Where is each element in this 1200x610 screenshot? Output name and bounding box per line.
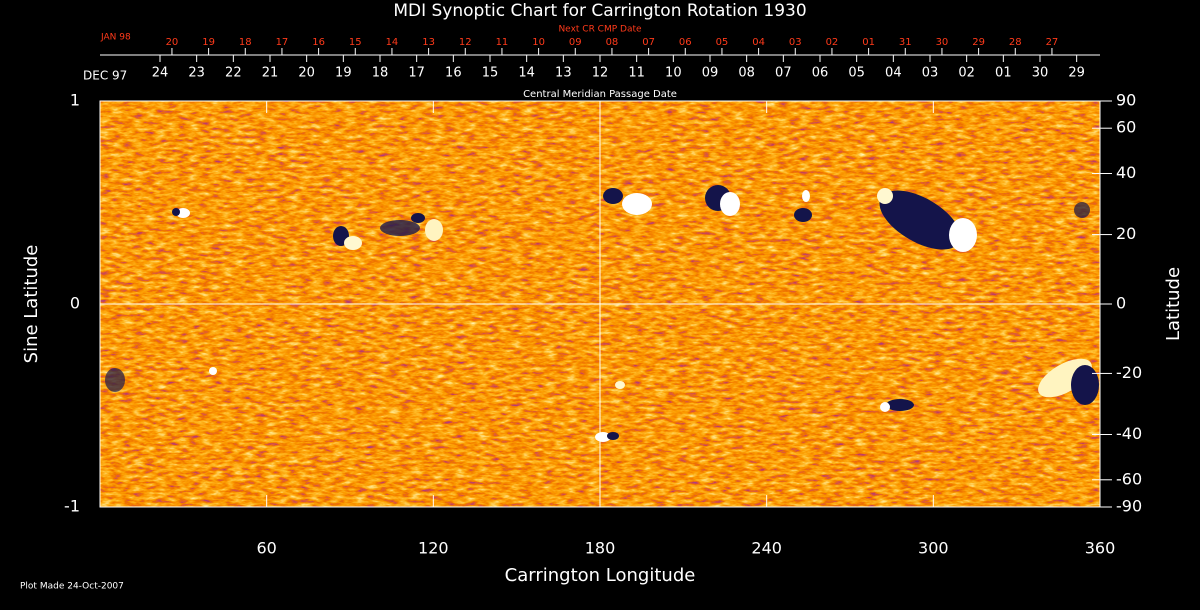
y2-tick-label: 40 — [1116, 163, 1136, 182]
top-tick-label: 16 — [312, 37, 325, 48]
top-tick-label: 09 — [702, 66, 719, 81]
y2-tick-label: -60 — [1116, 469, 1142, 488]
top-tick-label: 29 — [972, 37, 985, 48]
top-tick-label: 11 — [628, 66, 645, 81]
top-tick-label: 05 — [716, 37, 729, 48]
top-tick-label: 15 — [482, 66, 499, 81]
top-tick-label: 08 — [738, 66, 755, 81]
y-tick-label: 0 — [70, 294, 80, 313]
top-tick-label: 12 — [592, 66, 609, 81]
top-tick-label: 30 — [936, 37, 949, 48]
top-tick-label: 19 — [202, 37, 215, 48]
footnote: Plot Made 24-Oct-2007 — [20, 582, 124, 592]
top-tick-label: 05 — [848, 66, 865, 81]
y2-tick-label: 90 — [1116, 91, 1136, 110]
top-tick-label: 20 — [298, 66, 315, 81]
top-tick-label: 17 — [408, 66, 425, 81]
y-axis-title: Sine Latitude — [21, 245, 42, 364]
top-tick-label: 07 — [775, 66, 792, 81]
x-axis-title: Carrington Longitude — [505, 565, 696, 586]
top-tick-label: 14 — [386, 37, 399, 48]
top-tick-label: 07 — [642, 37, 655, 48]
top-axis-label: Central Meridian Passage Date — [523, 89, 677, 100]
top-tick-label: 15 — [349, 37, 362, 48]
top-tick-label: 13 — [555, 66, 572, 81]
top-tick-label: 24 — [152, 66, 169, 81]
top-tick-label: 06 — [812, 66, 829, 81]
top-tick-label: 13 — [422, 37, 435, 48]
top-tick-label: 18 — [239, 37, 252, 48]
top-tick-label: 02 — [826, 37, 839, 48]
top-tick-label: 22 — [225, 66, 242, 81]
top-axis2-label: Next CR CMP Date — [558, 25, 642, 35]
top-tick-label: 06 — [679, 37, 692, 48]
top-tick-label: 12 — [459, 37, 472, 48]
top-tick-label: 04 — [885, 66, 902, 81]
top-tick-label: 09 — [569, 37, 582, 48]
top-tick-label: 23 — [188, 66, 205, 81]
top-axis-month: DEC 97 — [83, 69, 127, 83]
x-tick-label: 180 — [585, 539, 616, 558]
top-tick-label: 01 — [862, 37, 875, 48]
y2-axis-title: Latitude — [1163, 267, 1184, 341]
top-tick-label: 20 — [166, 37, 179, 48]
y2-tick-label: 20 — [1116, 224, 1136, 243]
top-tick-label: 18 — [372, 66, 389, 81]
top-tick-label: 19 — [335, 66, 352, 81]
top-tick-label: 17 — [276, 37, 289, 48]
top-tick-label: 02 — [958, 66, 975, 81]
top-tick-label: 11 — [496, 37, 509, 48]
top-tick-label: 21 — [262, 66, 279, 81]
top-axis2-month: JAN 98 — [100, 33, 131, 43]
top-tick-label: 03 — [922, 66, 939, 81]
y2-tick-label: 60 — [1116, 118, 1136, 137]
y2-tick-label: -20 — [1116, 363, 1142, 382]
top-tick-label: 29 — [1068, 66, 1085, 81]
top-tick-label: 28 — [1009, 37, 1022, 48]
top-tick-label: 03 — [789, 37, 802, 48]
active-regions — [105, 185, 1099, 442]
y2-tick-label: -90 — [1116, 497, 1142, 516]
x-tick-label: 120 — [418, 539, 449, 558]
chart-title: MDI Synoptic Chart for Carrington Rotati… — [393, 1, 806, 21]
top-tick-label: 27 — [1046, 37, 1059, 48]
y-tick-label: 1 — [70, 91, 80, 110]
x-tick-label: 60 — [256, 539, 276, 558]
top-tick-label: 04 — [752, 37, 765, 48]
y2-tick-label: -40 — [1116, 424, 1142, 443]
top-tick-label: 08 — [606, 37, 619, 48]
top-tick-label: 16 — [445, 66, 462, 81]
top-tick-label: 14 — [518, 66, 535, 81]
x-tick-label: 360 — [1085, 539, 1116, 558]
y2-tick-label: 0 — [1116, 294, 1126, 313]
x-tick-label: 240 — [751, 539, 782, 558]
top-tick-label: 10 — [532, 37, 545, 48]
top-tick-label: 31 — [899, 37, 912, 48]
y-tick-label: -1 — [64, 497, 80, 516]
top-tick-label: 10 — [665, 66, 682, 81]
top-tick-label: 30 — [1032, 66, 1049, 81]
top-tick-label: 01 — [995, 66, 1012, 81]
x-tick-label: 300 — [918, 539, 949, 558]
